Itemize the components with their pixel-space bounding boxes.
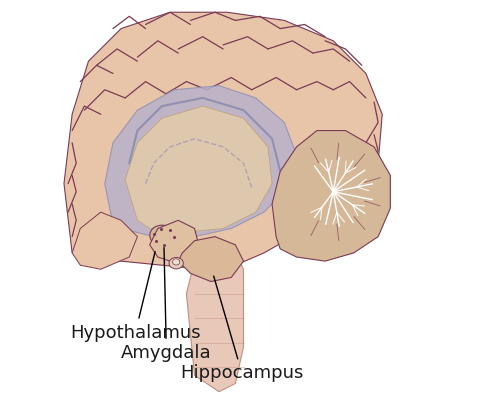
Polygon shape [178,237,244,282]
Text: Amygdala: Amygdala [121,248,212,362]
Text: Hippocampus: Hippocampus [180,276,303,382]
Polygon shape [105,86,297,237]
Ellipse shape [169,257,183,269]
Polygon shape [150,220,199,261]
Ellipse shape [172,259,180,265]
Ellipse shape [150,225,178,248]
Text: Hypothalamus: Hypothalamus [70,252,201,341]
Polygon shape [72,212,137,269]
Polygon shape [125,106,272,233]
Polygon shape [272,131,391,261]
Polygon shape [187,253,244,392]
Polygon shape [64,12,382,269]
